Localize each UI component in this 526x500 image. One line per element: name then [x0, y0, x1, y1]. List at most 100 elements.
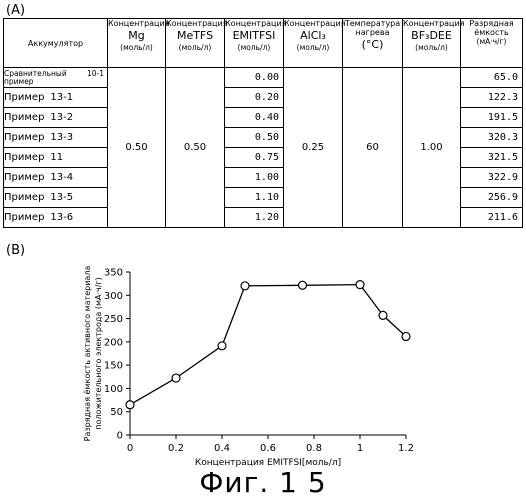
header-top: Разрядная ёмкость: [469, 19, 513, 37]
data-point-marker: [402, 332, 410, 340]
header-mg: Концентрация Mg (моль/л): [108, 19, 166, 68]
y-tick-label: 50: [110, 407, 123, 418]
y-tick-label: 250: [104, 314, 123, 325]
row-label: Пример 13-3: [4, 128, 108, 148]
table-row: 10-1 Сравнительный пример 0.50 0.50 0.00…: [4, 68, 523, 88]
capacity-cell: 191.5: [461, 108, 523, 128]
chart-axes: [130, 272, 406, 435]
header-row: Аккумулятор Концентрация Mg (моль/л) Кон…: [4, 19, 523, 68]
header-unit: (моль/л): [166, 43, 224, 52]
y-tick-label: 350: [104, 268, 123, 279]
header-metfs: Концентрация MeTFS (моль/л): [166, 19, 225, 68]
header-top: Концентрация: [403, 19, 465, 28]
row-name: Пример: [4, 132, 44, 143]
temperature-value: 60: [343, 68, 403, 228]
y-tick-label: 0: [117, 431, 123, 442]
x-tick-label: 0.8: [306, 443, 322, 454]
data-point-marker: [241, 282, 249, 290]
data-point-marker: [172, 374, 180, 382]
y-tick-label: 150: [104, 361, 123, 372]
header-capacity: Разрядная ёмкость (мА·ч/г): [461, 19, 523, 68]
emitfsi-cell: 0.00: [225, 68, 284, 88]
x-tick-label: 1.2: [398, 443, 414, 454]
metfs-value: 0.50: [166, 68, 225, 228]
row-name: Пример: [4, 92, 44, 103]
emitfsi-cell: 1.10: [225, 188, 284, 208]
row-name: Сравнительный пример: [4, 69, 67, 86]
capacity-cell: 211.6: [461, 208, 523, 228]
y-axis-label-line1: Разрядная ёмкость активного материала: [83, 266, 92, 442]
capacity-cell: 321.5: [461, 148, 523, 168]
data-point-marker: [218, 342, 226, 350]
row-name: Пример: [4, 152, 44, 163]
header-emitfsi: Концентрация EMITFSI (моль/л): [225, 19, 284, 68]
header-bf3dee: Концентрация BF₃DEE (моль/л): [403, 19, 461, 68]
capacity-cell: 122.3: [461, 88, 523, 108]
alcl3-value: 0.25: [284, 68, 343, 228]
capacity-line-chart: 05010015020025030035000.20.40.60.811.2 К…: [0, 255, 526, 467]
y-tick-label: 300: [104, 291, 123, 302]
row-number: 13-1: [50, 92, 73, 103]
x-tick-label: 0.4: [214, 443, 230, 454]
row-label: Пример 11: [4, 148, 108, 168]
emitfsi-cell: 1.00: [225, 168, 284, 188]
data-point-marker: [126, 401, 134, 409]
row-label: Пример 13-6: [4, 208, 108, 228]
header-main: Mg: [108, 29, 165, 42]
header-unit: (моль/л): [225, 43, 283, 52]
data-point-marker: [299, 281, 307, 289]
results-table: Аккумулятор Концентрация Mg (моль/л) Кон…: [3, 18, 523, 228]
header-top: Температура нагрева: [345, 19, 400, 37]
row-label: Пример 13-1: [4, 88, 108, 108]
capacity-cell: 256.9: [461, 188, 523, 208]
header-main: EMITFSI: [225, 29, 283, 42]
mg-value: 0.50: [108, 68, 166, 228]
header-unit: (моль/л): [284, 43, 342, 52]
figure-caption: Фиг. 1 5: [0, 466, 526, 499]
header-top: Концентрация: [166, 19, 228, 28]
row-name: Пример: [4, 112, 44, 123]
row-label: Пример 13-5: [4, 188, 108, 208]
row-number: 13-5: [50, 192, 73, 203]
emitfsi-cell: 0.50: [225, 128, 284, 148]
row-name: Пример: [4, 172, 44, 183]
row-number: 13-2: [50, 112, 73, 123]
row-label: Пример 13-4: [4, 168, 108, 188]
header-unit: (моль/л): [403, 43, 460, 52]
x-tick-label: 0: [127, 443, 133, 454]
data-point-marker: [379, 311, 387, 319]
header-alcl3: Концентрация AlCl₃ (моль/л): [284, 19, 343, 68]
capacity-series-line: [130, 285, 406, 405]
header-main: (°C): [343, 38, 402, 51]
x-tick-label: 1: [357, 443, 363, 454]
data-point-marker: [356, 281, 364, 289]
x-tick-label: 0.6: [260, 443, 276, 454]
header-accumulator: Аккумулятор: [4, 19, 108, 68]
row-number: 13-3: [50, 132, 73, 143]
header-top: Концентрация: [284, 19, 346, 28]
row-label: Пример 13-2: [4, 108, 108, 128]
row-name: Пример: [4, 192, 44, 203]
emitfsi-cell: 0.20: [225, 88, 284, 108]
header-top: Концентрация: [108, 19, 170, 28]
header-main: AlCl₃: [284, 29, 342, 42]
header-temperature: Температура нагрева (°C): [343, 19, 403, 68]
header-main: MeTFS: [166, 29, 224, 42]
panel-a-label: (A): [6, 3, 25, 18]
capacity-cell: 322.9: [461, 168, 523, 188]
row-number: 11: [50, 152, 63, 163]
header-main: BF₃DEE: [403, 29, 460, 42]
emitfsi-cell: 1.20: [225, 208, 284, 228]
row-name: Пример: [4, 212, 44, 223]
row-number: 13-4: [50, 172, 73, 183]
header-unit: (мА·ч/г): [461, 37, 522, 46]
y-tick-label: 200: [104, 337, 123, 348]
row-label: 10-1 Сравнительный пример: [4, 68, 108, 88]
emitfsi-cell: 0.75: [225, 148, 284, 168]
header-top: Концентрация: [225, 19, 287, 28]
bf3dee-value: 1.00: [403, 68, 461, 228]
x-tick-label: 0.2: [168, 443, 184, 454]
capacity-cell: 65.0: [461, 68, 523, 88]
row-number: 13-6: [50, 212, 73, 223]
capacity-cell: 320.3: [461, 128, 523, 148]
